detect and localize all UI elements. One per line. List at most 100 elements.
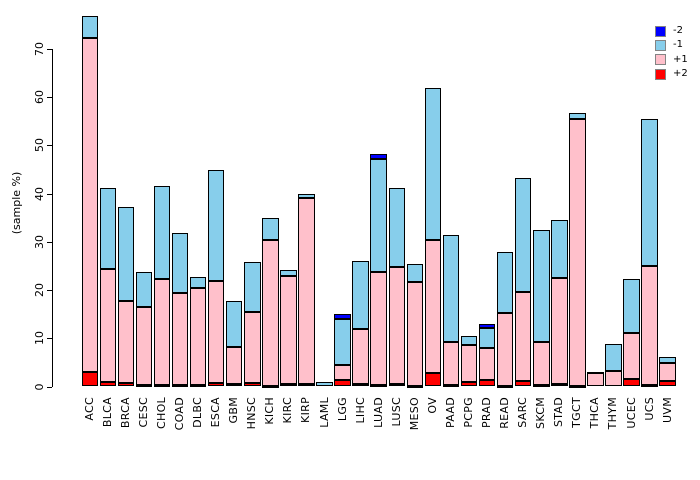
y-axis-line	[52, 48, 53, 388]
bar-segment--1-KIRC	[280, 269, 297, 277]
bar-segment--1-LAML	[316, 381, 333, 387]
y-axis-tick-label: 10	[33, 331, 46, 346]
bar-segment--1-THYM	[605, 343, 622, 371]
bar-segment-+1-SARC	[514, 292, 532, 382]
y-axis-tick-label: 20	[33, 283, 46, 298]
bar-segment-+2-UCS	[641, 385, 658, 388]
bar-segment--1-READ	[496, 251, 514, 314]
y-axis-tick-label: 0	[33, 383, 46, 390]
bar-segment-+2-CESC	[135, 385, 153, 388]
bar-segment--1-LUSC	[388, 187, 406, 268]
y-axis-tick	[47, 97, 52, 99]
x-axis-label-LGG: LGG	[335, 397, 349, 422]
bar-segment-+2-PCPG	[460, 382, 478, 387]
bar-segment--2-PRAD	[478, 323, 496, 328]
bar-segment-+1-LIHC	[352, 328, 369, 384]
bar-segment-+1-DLBC	[189, 288, 207, 386]
x-axis-label-SARC: SARC	[516, 397, 530, 428]
x-axis-label-PCPG: PCPG	[462, 397, 475, 428]
bar-segment-+1-CHOL	[153, 279, 171, 386]
bar-segment--1-LGG	[334, 319, 351, 366]
x-axis-label-OV: OV	[425, 397, 439, 414]
bar-segment-+1-TGCT	[569, 119, 586, 386]
x-axis-label-UVM: UVM	[660, 397, 674, 423]
bar-segment--1-PAAD	[442, 234, 460, 343]
bar-segment-+2-HNSC	[244, 383, 261, 387]
bar-segment--1-STAD	[551, 219, 568, 279]
bar-segment-+1-COAD	[171, 293, 189, 386]
bar-segment-+2-SARC	[514, 381, 532, 387]
bar-segment-+1-UVM	[659, 362, 676, 381]
bar-segment--2-LGG	[334, 313, 351, 320]
bar-segment--1-MESO	[406, 263, 424, 282]
bar-segment-+2-LIHC	[352, 383, 369, 387]
y-axis-tick-label: 70	[33, 41, 46, 56]
x-axis-label-LUSC: LUSC	[389, 397, 403, 427]
x-axis-label-MESO: MESO	[407, 397, 421, 431]
bar-segment--1-COAD	[171, 232, 189, 294]
x-axis-label-THYM: THYM	[606, 397, 620, 430]
bar-segment--2-LUAD	[370, 153, 387, 159]
bar-segment-+2-PRAD	[478, 380, 496, 387]
y-axis-tick	[47, 193, 52, 195]
bar-segment--1-OV	[424, 88, 442, 240]
bar-segment-+1-STAD	[551, 278, 568, 385]
bar-segment-+2-KIRC	[280, 384, 297, 387]
bar-segment-+1-SKCM	[533, 341, 550, 385]
x-axis-label-BLCA: BLCA	[100, 397, 114, 428]
legend-label: -2	[673, 25, 683, 37]
y-axis-tick-label: 40	[33, 186, 46, 201]
bar-segment-+2-ACC	[81, 372, 98, 387]
bar-segment-+2-STAD	[551, 384, 568, 387]
bar-segment-+2-OV	[424, 372, 442, 387]
bar-segment--1-ACC	[81, 15, 98, 39]
bar-segment-+1-LGG	[334, 365, 351, 380]
legend-label: +2	[673, 68, 688, 80]
x-axis-label-BRCA: BRCA	[118, 397, 132, 429]
x-axis-label-THCA: THCA	[588, 397, 602, 429]
x-axis-label-STAD: STAD	[552, 397, 566, 428]
bar-segment--1-DLBC	[189, 276, 207, 289]
y-axis-tick	[47, 241, 52, 243]
x-axis-label-GBM: GBM	[227, 397, 241, 424]
y-axis-tick	[47, 338, 52, 340]
bar-segment-+2-BLCA	[99, 382, 117, 387]
legend-label: -1	[673, 39, 683, 51]
bar-segment--1-UCEC	[623, 278, 640, 333]
x-axis-label-LAML: LAML	[317, 397, 331, 428]
bar-segment-+1-UCS	[641, 266, 658, 386]
bar-segment--1-SKCM	[533, 230, 550, 342]
x-axis-label-KIRP: KIRP	[299, 397, 313, 423]
bar-segment-+2-UVM	[659, 380, 676, 387]
legend-swatch-+1	[655, 54, 666, 66]
bar-segment--1-PCPG	[460, 336, 478, 346]
bar-segment--1-BRCA	[117, 207, 135, 301]
bar-segment--1-CHOL	[153, 185, 171, 280]
bar-segment-+1-READ	[496, 313, 514, 386]
bar-segment-+2-KICH	[262, 385, 279, 388]
bar-segment-+1-UCEC	[623, 332, 640, 380]
x-axis-label-LUAD: LUAD	[371, 397, 385, 428]
bar-segment-+2-ESCA	[207, 382, 225, 387]
x-axis-label-COAD: COAD	[173, 397, 187, 431]
bar-segment-+2-CHOL	[153, 385, 171, 388]
y-axis-tick-label: 60	[33, 90, 46, 105]
legend-swatch--2	[655, 25, 666, 37]
x-axis-label-KICH: KICH	[263, 397, 277, 425]
y-axis-tick	[47, 290, 52, 292]
y-axis-title: (sample %)	[10, 171, 23, 235]
bar-segment-+1-BRCA	[117, 300, 135, 384]
x-axis-label-UCS: UCS	[642, 397, 656, 421]
legend: -2 -1 +1 +2	[655, 24, 688, 81]
bar-segment--1-PRAD	[478, 327, 496, 348]
bar-segment--1-LUAD	[370, 158, 387, 272]
x-axis-label-HNSC: HNSC	[245, 397, 259, 430]
legend-swatch--1	[655, 39, 666, 51]
bar-segment-+1-LUAD	[370, 271, 387, 386]
bar-segment-+1-HNSC	[244, 312, 261, 384]
x-axis-label-PAAD: PAAD	[443, 397, 457, 428]
legend-item-+1: +1	[655, 53, 688, 67]
bar-segment--1-HNSC	[244, 261, 261, 313]
bar-segment-+2-SKCM	[533, 384, 550, 387]
